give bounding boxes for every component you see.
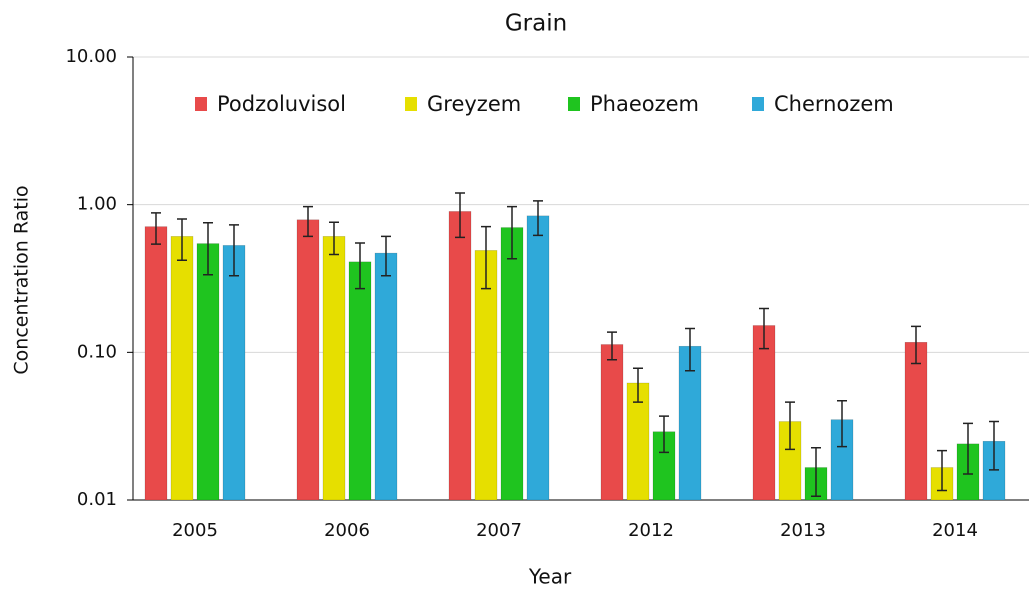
y-tick-label: 0.10 [77, 341, 117, 362]
bar [222, 245, 246, 501]
error-bar [937, 449, 947, 492]
error-bar [911, 325, 921, 365]
legend-label: Chernozem [774, 92, 894, 116]
error-bar [481, 225, 491, 290]
error-bar [203, 221, 213, 276]
error-bar [963, 422, 973, 475]
error-bar [151, 212, 161, 245]
y-axis-label: Concentration Ratio [11, 185, 33, 374]
y-tick-label: 0.01 [77, 489, 117, 510]
error-bar [759, 307, 769, 350]
bar [374, 252, 398, 501]
legend-swatch [405, 97, 417, 111]
error-bar [355, 242, 365, 290]
error-bar [507, 205, 517, 260]
error-bar [533, 200, 543, 237]
bar [170, 236, 194, 501]
bar [196, 243, 220, 501]
error-bar [811, 446, 821, 498]
error-bar [455, 192, 465, 239]
legend-swatch [195, 97, 207, 111]
x-tick-label: 2006 [324, 520, 370, 541]
x-tick-label: 2007 [476, 520, 522, 541]
error-bar [329, 221, 339, 256]
error-bar [633, 367, 643, 403]
bar [526, 215, 550, 501]
y-tick-label: 1.00 [77, 194, 117, 215]
error-bar [989, 420, 999, 471]
error-bar [229, 224, 239, 277]
error-bar [381, 235, 391, 277]
bar [448, 211, 472, 501]
error-bar [785, 401, 795, 451]
legend-label: Podzoluvisol [217, 92, 346, 116]
bar [904, 342, 928, 501]
x-tick-label: 2012 [628, 520, 674, 541]
bar [500, 227, 524, 501]
y-tick-label: 10.00 [65, 46, 117, 67]
bar [600, 344, 624, 501]
x-tick-label: 2005 [172, 520, 218, 541]
bar [348, 261, 372, 501]
x-tick-label: 2014 [932, 520, 978, 541]
legend-label: Phaeozem [590, 92, 699, 116]
legend-label: Greyzem [427, 92, 521, 116]
bar [322, 236, 346, 501]
error-bar [607, 331, 617, 361]
error-bar [837, 400, 847, 448]
error-bar [685, 327, 695, 372]
error-bar [303, 205, 313, 238]
legend-swatch [568, 97, 580, 111]
error-bar [659, 415, 669, 454]
chart-title: Grain [505, 11, 567, 37]
legend-swatch [752, 97, 764, 111]
x-tick-label: 2013 [780, 520, 826, 541]
error-bar [177, 218, 187, 262]
bar [144, 226, 168, 501]
bar [752, 325, 776, 501]
bar [296, 219, 320, 501]
x-axis-label: Year [528, 565, 572, 589]
